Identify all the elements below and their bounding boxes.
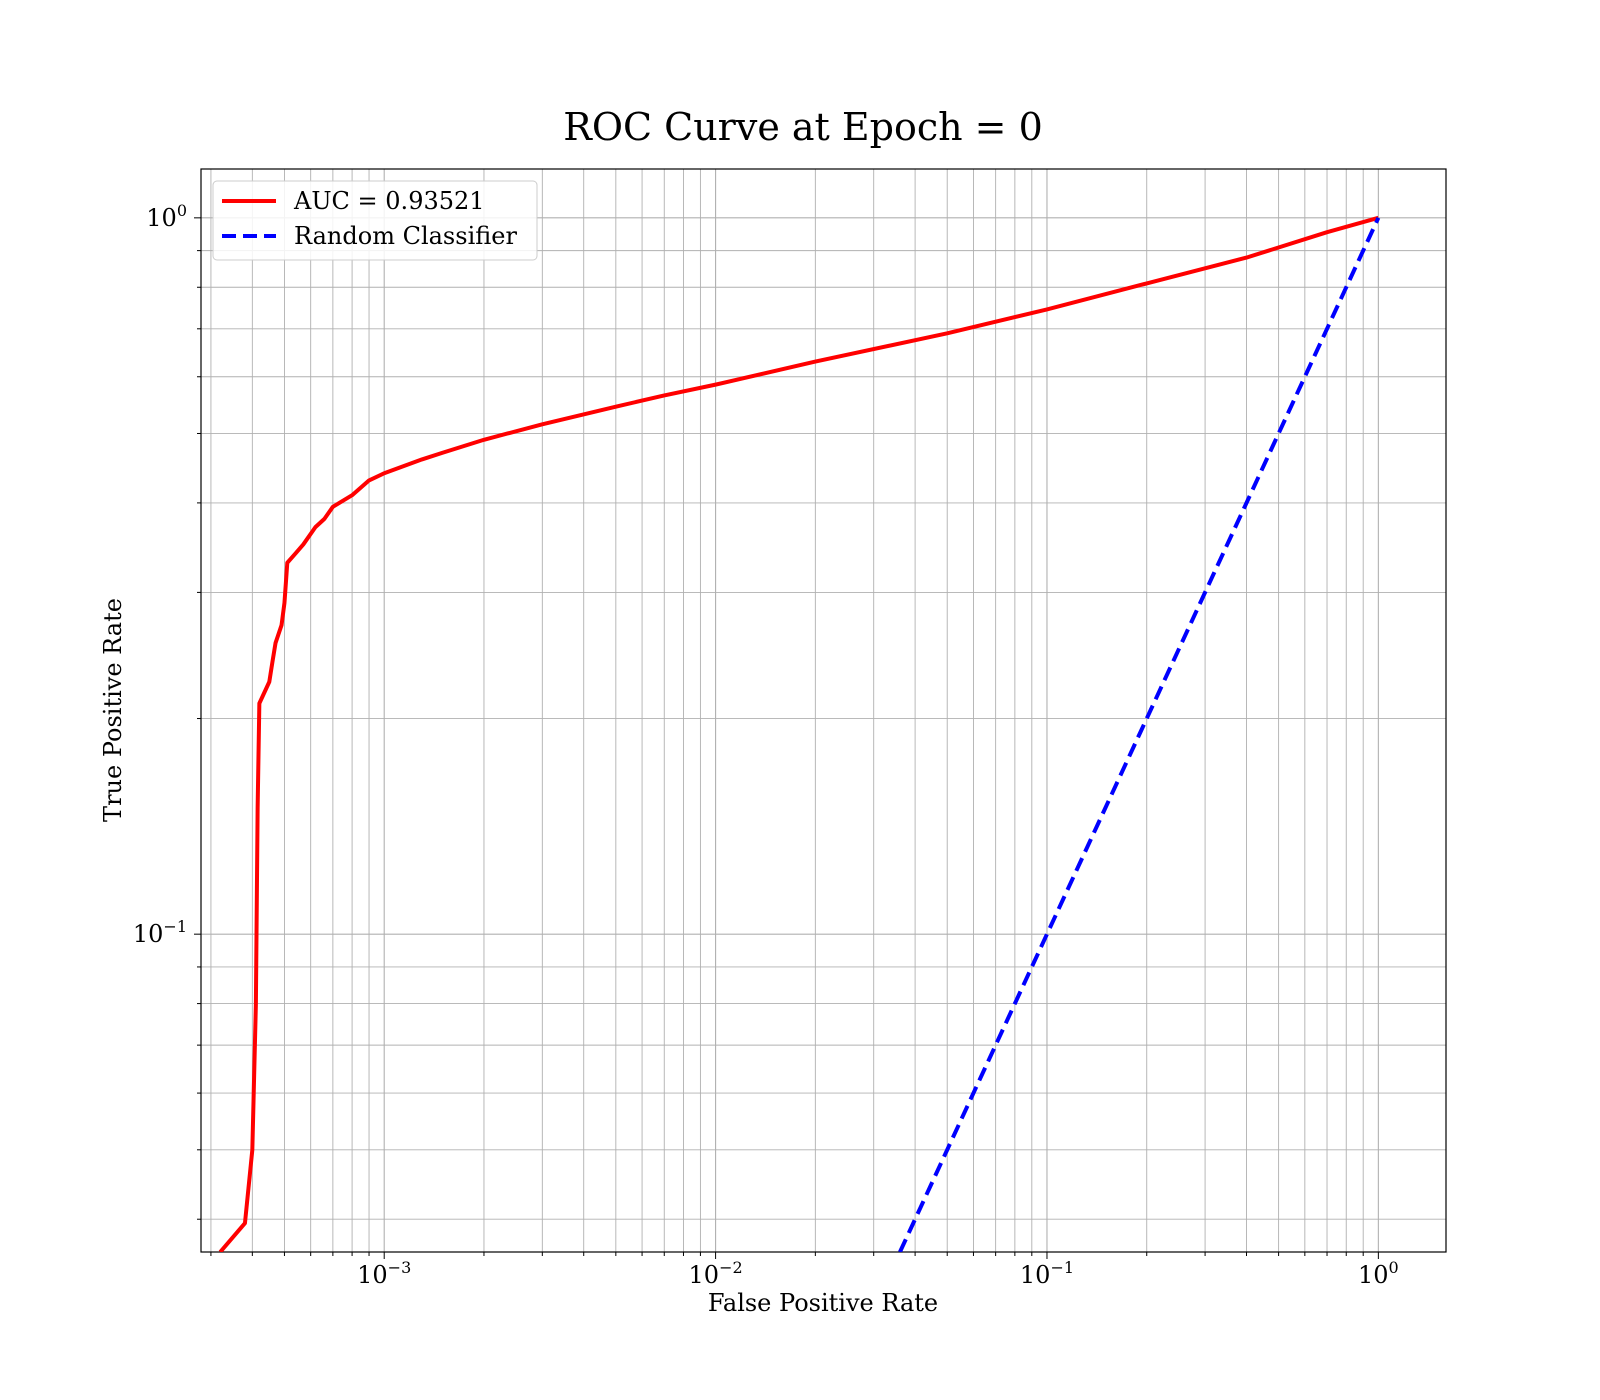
legend: AUC = 0.93521 Random Classifier bbox=[212, 180, 538, 261]
legend-label-auc: AUC = 0.93521 bbox=[293, 187, 485, 215]
random-classifier-line bbox=[898, 217, 1381, 1252]
grid-lines bbox=[201, 169, 1446, 1252]
legend-box bbox=[212, 180, 538, 261]
x-axis-label: False Positive Rate bbox=[708, 1289, 938, 1317]
x-tick-label: 10−3 bbox=[357, 1258, 411, 1289]
plot-frame bbox=[200, 168, 1447, 1253]
x-tick-label: 100 bbox=[1358, 1258, 1399, 1289]
y-tick-label: 10−1 bbox=[133, 917, 187, 948]
y-tick-labels: 10−1 100 bbox=[133, 201, 187, 948]
x-tick-labels: 10−3 10−2 10−1 100 bbox=[357, 1258, 1399, 1289]
y-axis-label: True Positive Rate bbox=[99, 598, 127, 822]
legend-label-random-classifier: Random Classifier bbox=[294, 222, 517, 250]
roc-curve-line bbox=[218, 215, 1379, 1252]
tick-marks bbox=[194, 217, 1379, 1259]
x-tick-label: 10−1 bbox=[1020, 1258, 1074, 1289]
x-tick-label: 10−2 bbox=[689, 1258, 743, 1289]
series-layer bbox=[218, 215, 1381, 1252]
y-tick-label: 100 bbox=[146, 201, 187, 232]
chart-title: ROC Curve at Epoch = 0 bbox=[563, 105, 1043, 149]
